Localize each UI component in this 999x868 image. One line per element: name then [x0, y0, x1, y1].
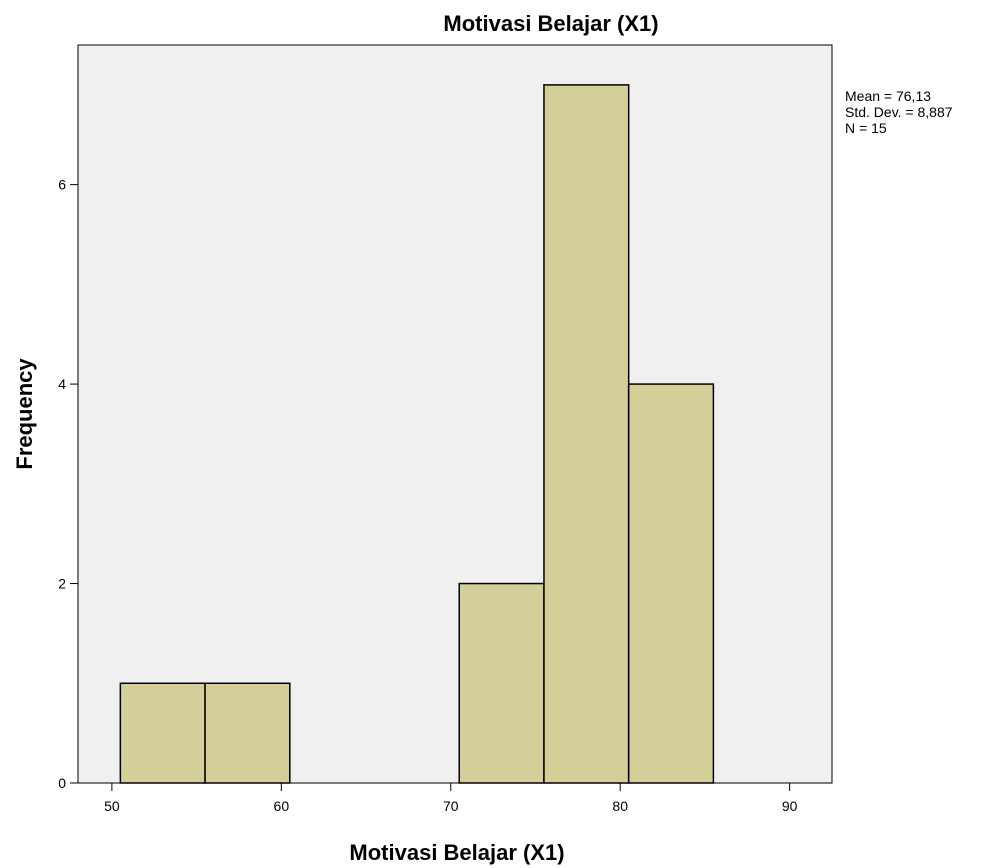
histogram-bar [543, 84, 630, 784]
y-axis-ticks: 0 2 4 6 [58, 177, 78, 791]
y-axis-label: Frequency [12, 358, 37, 470]
histogram-bar [627, 383, 715, 784]
x-tick-label: 60 [274, 798, 290, 814]
y-tick-label: 4 [58, 376, 66, 392]
chart-title: Motivasi Belajar (X1) [443, 11, 658, 36]
x-tick-label: 90 [782, 798, 798, 814]
histogram-bar [458, 582, 545, 784]
stats-std-dev: Std. Dev. = 8,887 [845, 104, 953, 120]
y-tick-label: 6 [58, 177, 66, 193]
histogram-bar [204, 682, 291, 784]
histogram-bar [119, 682, 206, 784]
plot-area [77, 44, 833, 784]
y-tick-label: 2 [58, 576, 66, 592]
x-tick-label: 80 [612, 798, 628, 814]
stats-n: N = 15 [845, 120, 887, 136]
stats-mean: Mean = 76,13 [845, 88, 931, 104]
x-tick-label: 50 [104, 798, 120, 814]
x-axis-ticks: 50 60 70 80 90 [104, 783, 798, 814]
x-tick-label: 70 [443, 798, 459, 814]
stats-box: Mean = 76,13 Std. Dev. = 8,887 N = 15 [845, 88, 953, 136]
bars-group [119, 84, 715, 784]
x-axis-label: Motivasi Belajar (X1) [349, 840, 564, 865]
y-tick-label: 0 [58, 775, 66, 791]
